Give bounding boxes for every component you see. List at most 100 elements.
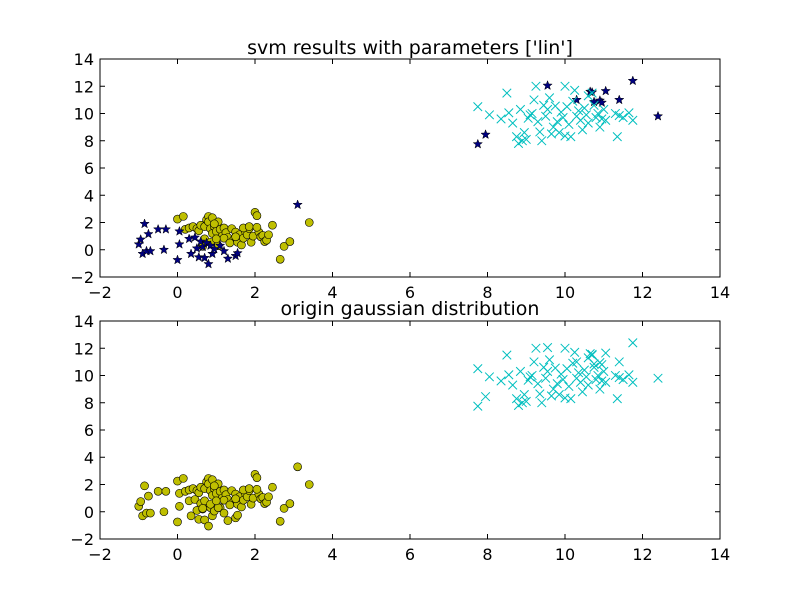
data-point-x <box>577 125 588 135</box>
data-point-x <box>599 104 609 115</box>
data-point-circle <box>252 473 262 482</box>
data-point-x <box>484 372 495 382</box>
x-tick-label: 8 <box>482 283 492 302</box>
data-point-x <box>531 343 541 353</box>
data-point-circle <box>304 480 314 489</box>
data-points <box>133 75 664 269</box>
data-point-x <box>597 359 607 370</box>
data-point-x <box>504 108 514 118</box>
y-tick-label: 0 <box>84 503 94 522</box>
data-point-x <box>618 112 628 123</box>
data-point-x <box>583 380 593 390</box>
data-point-x <box>529 357 539 367</box>
data-point-x <box>601 377 611 387</box>
data-point-x <box>513 138 524 149</box>
data-point-x <box>570 85 580 95</box>
data-point-circle <box>211 234 221 244</box>
data-point-circle <box>159 507 169 517</box>
data-point-x <box>496 114 506 124</box>
data-point-x <box>601 348 611 358</box>
data-point-x <box>525 372 535 382</box>
data-point-circle <box>179 212 188 221</box>
data-point-circle <box>200 515 209 525</box>
data-point-x <box>628 338 638 348</box>
data-point-star <box>172 254 183 265</box>
data-point-star <box>158 244 170 255</box>
data-point-star <box>232 247 243 258</box>
data-point-circle <box>161 487 171 496</box>
data-point-x <box>568 96 578 106</box>
data-point-x <box>546 129 557 139</box>
y-tick-label: 10 <box>74 105 94 124</box>
data-point-star <box>203 258 214 269</box>
data-point-x <box>583 118 593 128</box>
data-point-x <box>531 81 541 91</box>
data-point-x <box>513 400 524 411</box>
data-point-x <box>519 127 529 138</box>
data-point-x <box>587 88 597 98</box>
data-point-x <box>612 132 622 142</box>
data-point-star <box>292 199 303 210</box>
x-tick-label: 12 <box>632 545 652 564</box>
x-tick-label: −2 <box>88 283 112 302</box>
data-point-x <box>502 350 512 360</box>
data-point-x <box>502 88 512 98</box>
data-point-x <box>583 353 593 363</box>
data-point-x <box>508 380 518 390</box>
data-point-circle <box>285 237 295 246</box>
x-tick-label: 0 <box>172 545 182 564</box>
data-point-circle <box>186 511 196 521</box>
data-point-x <box>552 379 562 389</box>
y-tick-label: 12 <box>74 77 94 96</box>
data-point-star <box>145 245 156 256</box>
data-point-x <box>554 127 564 138</box>
data-point-x <box>504 370 514 380</box>
subplot-svm-results: svm results with parameters ['lin'] −2 0 2… <box>70 37 730 302</box>
data-point-x <box>628 377 638 387</box>
data-point-x <box>577 387 588 397</box>
y-tick-label: 4 <box>84 186 94 205</box>
data-point-circle <box>244 222 254 231</box>
data-point-x <box>560 81 570 91</box>
x-tick-label: 12 <box>632 283 652 302</box>
data-point-star <box>627 75 639 86</box>
data-point-circle <box>264 230 273 240</box>
data-point-circle <box>275 254 285 264</box>
data-point-circle <box>153 487 163 496</box>
data-point-star <box>222 253 234 264</box>
y-tick-label: 8 <box>84 394 94 413</box>
x-tick-label: 8 <box>482 545 492 564</box>
axes-frame <box>99 58 721 278</box>
data-point-x <box>546 391 557 401</box>
data-point-x <box>581 110 591 120</box>
data-point-x <box>583 91 593 101</box>
x-tick-label: 2 <box>250 545 260 564</box>
data-point-x <box>542 342 553 353</box>
data-point-x <box>564 119 574 130</box>
y-tick-label: 12 <box>74 339 94 358</box>
data-point-x <box>593 108 603 119</box>
data-point-x <box>558 374 568 385</box>
data-point-circle <box>252 222 262 232</box>
data-point-x <box>535 127 545 137</box>
data-point-x <box>624 370 634 380</box>
data-point-x <box>599 366 609 377</box>
data-point-star <box>571 94 582 105</box>
x-tick-label: 6 <box>405 545 415 564</box>
data-point-circle <box>225 500 235 510</box>
data-point-x <box>525 110 535 120</box>
data-point-x <box>593 370 603 381</box>
data-point-star <box>600 85 611 96</box>
data-point-x <box>542 104 553 115</box>
x-tick-label: 10 <box>555 283 575 302</box>
data-point-star <box>480 129 491 140</box>
data-point-x <box>537 398 547 408</box>
data-point-circle <box>219 508 229 518</box>
data-point-circle <box>175 501 184 511</box>
data-point-circle <box>252 211 262 220</box>
data-point-x <box>480 391 491 402</box>
data-point-x <box>581 372 591 382</box>
y-tick-label: 6 <box>84 159 94 178</box>
data-point-circle <box>293 462 302 472</box>
y-tick-label: 0 <box>84 241 94 260</box>
